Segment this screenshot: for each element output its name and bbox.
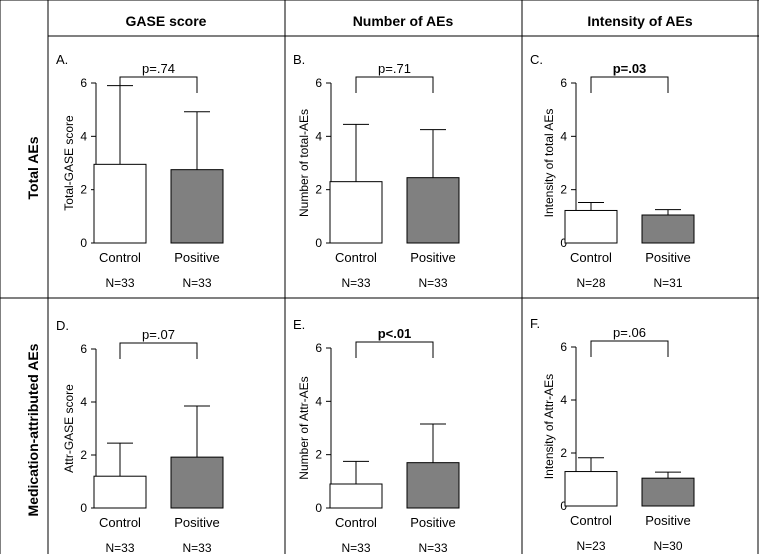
category-label: Control xyxy=(570,513,612,528)
n-label: N=28 xyxy=(576,276,605,290)
y-tick-label: 0 xyxy=(80,236,87,250)
y-tick-label: 0 xyxy=(80,501,87,515)
n-label: N=33 xyxy=(105,276,134,290)
bar-positive xyxy=(406,177,460,244)
n-label: N=33 xyxy=(418,541,447,554)
p-value-label: p=.71 xyxy=(378,61,411,76)
y-tick-label: 4 xyxy=(315,394,322,408)
y-tick-label: 0 xyxy=(315,236,322,250)
n-label: N=30 xyxy=(653,539,682,553)
bar-control xyxy=(329,483,383,509)
panel-e: E. 0 2 4 6 Number of Attr-AEs Control N=33 Posit… xyxy=(293,317,460,554)
bar-positive xyxy=(641,477,695,507)
y-tick-label: 6 xyxy=(560,340,567,354)
category-label: Positive xyxy=(410,515,456,530)
category-label: Control xyxy=(99,250,141,265)
n-label: N=33 xyxy=(182,541,211,554)
y-tick-label: 2 xyxy=(80,183,87,197)
p-value-label: p=.06 xyxy=(613,325,646,340)
y-axis-label: Number of total-AEs xyxy=(297,109,311,217)
category-label: Control xyxy=(99,515,141,530)
y-tick-label: 2 xyxy=(560,183,567,197)
bar-positive xyxy=(641,214,695,244)
panel-label: F. xyxy=(530,316,540,331)
y-axis-label: Attr-GASE score xyxy=(62,384,76,473)
y-tick-label: 2 xyxy=(315,183,322,197)
n-label: N=33 xyxy=(341,276,370,290)
bar-positive xyxy=(170,169,224,244)
y-tick-label: 2 xyxy=(80,448,87,462)
p-value-label: p=.03 xyxy=(613,61,647,76)
n-label: N=31 xyxy=(653,276,682,290)
y-axis-label: Intensity of total AEs xyxy=(542,109,556,218)
panel-label: B. xyxy=(293,52,305,67)
y-tick-label: 4 xyxy=(315,129,322,143)
panel-f: F. 0 2 4 6 Intensity of Attr-AEs Control N=23 Po… xyxy=(530,316,695,553)
category-label: Positive xyxy=(410,250,456,265)
significance-bracket xyxy=(355,341,434,358)
significance-bracket xyxy=(590,76,669,93)
y-tick-label: 6 xyxy=(80,76,87,90)
y-axis-label: Total-GASE score xyxy=(62,115,76,211)
p-value-label: p<.01 xyxy=(378,326,412,341)
y-tick-label: 6 xyxy=(560,76,567,90)
n-label: N=33 xyxy=(418,276,447,290)
n-label: N=23 xyxy=(576,539,605,553)
y-tick-label: 6 xyxy=(80,342,87,356)
y-tick-label: 2 xyxy=(315,448,322,462)
panel-c: C. 0 2 4 6 Intensity of total AEs Control N=28 P… xyxy=(530,52,695,290)
bar-control xyxy=(564,471,618,507)
significance-bracket xyxy=(590,340,669,357)
y-tick-label: 4 xyxy=(80,129,87,143)
column-header-intensity: Intensity of AEs xyxy=(587,13,692,29)
y-tick-label: 0 xyxy=(315,501,322,515)
panel-b: B. 0 2 4 6 Number of total-AEs Control N=33 Posi… xyxy=(293,52,460,290)
y-tick-label: 4 xyxy=(560,393,567,407)
category-label: Control xyxy=(335,515,377,530)
bar-positive xyxy=(170,456,224,509)
panel-label: A. xyxy=(56,52,68,67)
column-header-number: Number of AEs xyxy=(353,13,454,29)
category-label: Positive xyxy=(174,515,220,530)
p-value-label: p=.07 xyxy=(142,327,175,342)
bar-control xyxy=(93,163,147,244)
y-axis-label: Intensity of Attr-AEs xyxy=(542,374,556,479)
y-tick-label: 0 xyxy=(560,236,567,250)
panels: A. 0 2 4 6 Total-GASE score Control N=33 Positiv… xyxy=(56,52,695,554)
panel-label: E. xyxy=(293,317,305,332)
row-header-total: Total AEs xyxy=(25,136,41,199)
n-label: N=33 xyxy=(341,541,370,554)
significance-bracket xyxy=(355,76,434,93)
y-tick-label: 0 xyxy=(560,499,567,513)
y-tick-label: 4 xyxy=(80,395,87,409)
panel-d: D. 0 2 4 6 Attr-GASE score Control N=33 Positive… xyxy=(56,318,224,554)
panel-label: D. xyxy=(56,318,69,333)
category-label: Positive xyxy=(645,250,691,265)
y-tick-label: 2 xyxy=(560,446,567,460)
row-header-attributed: Medication-attributed AEs xyxy=(25,343,41,516)
n-label: N=33 xyxy=(105,541,134,554)
p-value-label: p=.74 xyxy=(142,61,175,76)
y-tick-label: 4 xyxy=(560,129,567,143)
category-label: Control xyxy=(335,250,377,265)
bar-control xyxy=(329,181,383,244)
significance-bracket xyxy=(119,342,198,359)
column-header-gase: GASE score xyxy=(126,13,207,29)
bar-control xyxy=(564,209,618,244)
panel-a: A. 0 2 4 6 Total-GASE score Control N=33 Positiv… xyxy=(56,52,224,290)
y-tick-label: 6 xyxy=(315,341,322,355)
y-axis-label: Number of Attr-AEs xyxy=(297,376,311,479)
bar-control xyxy=(93,475,147,509)
category-label: Control xyxy=(570,250,612,265)
n-label: N=33 xyxy=(182,276,211,290)
bar-positive xyxy=(406,462,460,509)
significance-bracket xyxy=(119,76,198,93)
category-label: Positive xyxy=(645,513,691,528)
category-label: Positive xyxy=(174,250,220,265)
panel-label: C. xyxy=(530,52,543,67)
y-tick-label: 6 xyxy=(315,76,322,90)
